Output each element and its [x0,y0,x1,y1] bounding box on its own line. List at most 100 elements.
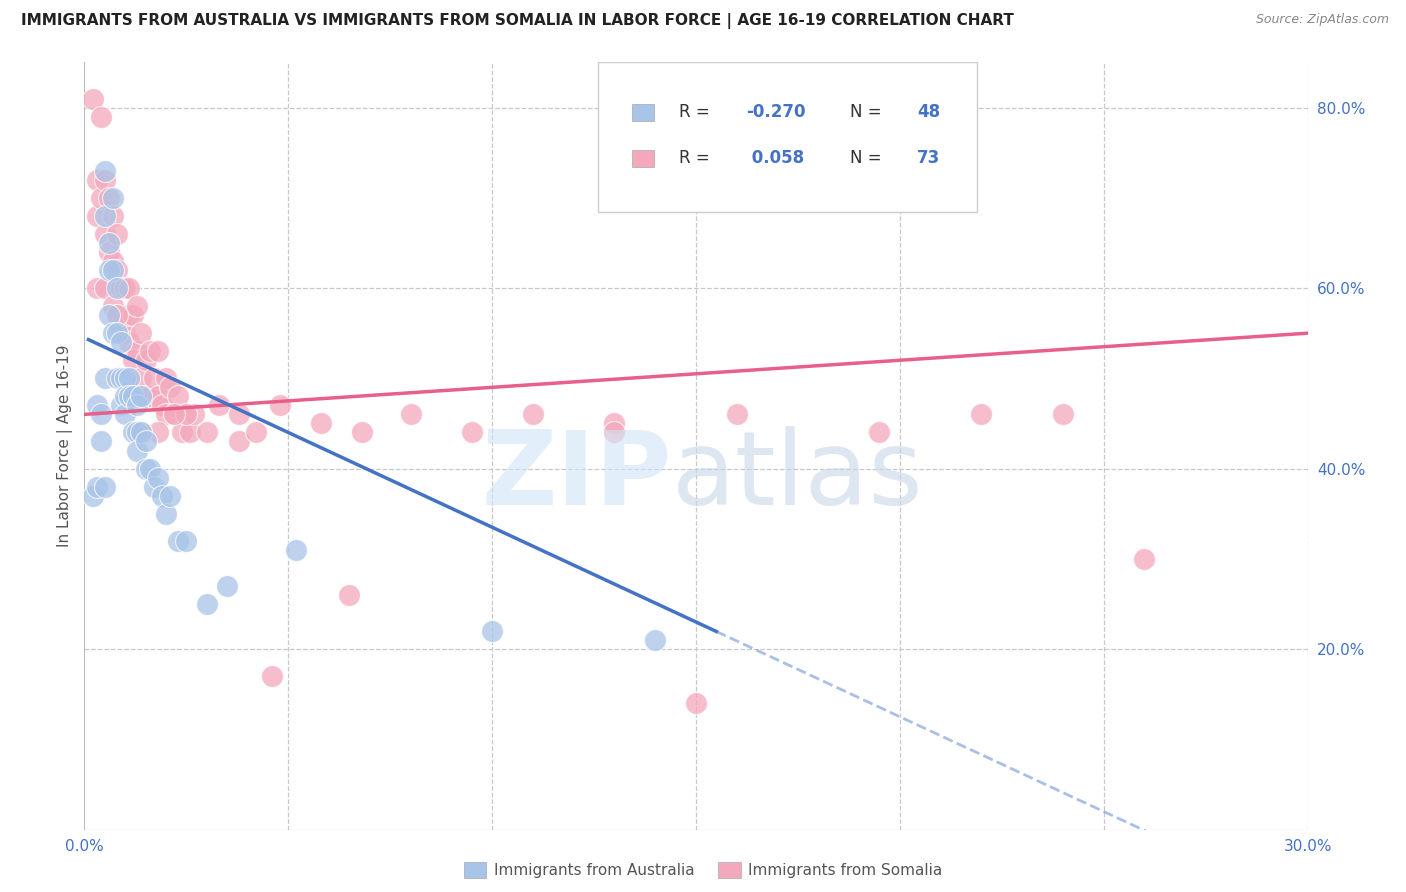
Point [127,344,149,359]
Point [131,371,153,385]
Point [93,281,115,295]
Point [127,398,149,412]
Point [131,425,153,440]
Point [93,371,115,385]
Point [725,408,748,422]
Point [131,326,153,341]
Point [86,209,108,223]
Point [110,335,132,350]
Text: 73: 73 [917,149,941,168]
Point [167,533,190,548]
Point [339,588,361,602]
Point [118,335,141,350]
Point [82,489,104,503]
Point [146,425,169,440]
Point [86,398,108,412]
Point [217,579,239,593]
Point [122,425,145,440]
Point [135,434,157,449]
Point [118,281,141,295]
Point [90,434,112,449]
Point [138,389,160,403]
Point [90,110,112,124]
Point [183,408,205,422]
Point [122,308,145,322]
Point [114,326,136,341]
Text: N =: N = [851,149,887,168]
Text: R =: R = [679,103,714,121]
Point [174,408,197,422]
Point [142,480,165,494]
Point [110,281,132,295]
Point [245,425,267,440]
Point [135,353,157,368]
Point [127,443,149,458]
Point [105,263,128,277]
Point [174,533,197,548]
Point [86,281,108,295]
Point [93,227,115,241]
Point [970,408,993,422]
Text: IMMIGRANTS FROM AUSTRALIA VS IMMIGRANTS FROM SOMALIA IN LABOR FORCE | AGE 16-19 : IMMIGRANTS FROM AUSTRALIA VS IMMIGRANTS … [21,13,1014,29]
Point [644,633,666,648]
Point [135,461,157,475]
Point [146,470,169,484]
Point [122,389,145,403]
Point [603,425,626,440]
Point [285,542,308,557]
Point [82,91,104,105]
Text: Source: ZipAtlas.com: Source: ZipAtlas.com [1256,13,1389,27]
Point [114,371,136,385]
Point [110,317,132,331]
Bar [633,150,654,167]
Point [101,254,124,268]
Text: 48: 48 [917,103,941,121]
Point [150,398,173,412]
Point [142,371,165,385]
Point [228,434,250,449]
Point [522,408,544,422]
Text: atlas: atlas [672,426,924,527]
Point [195,597,218,611]
Point [93,163,115,178]
Point [93,480,115,494]
Text: N =: N = [851,103,887,121]
Point [172,425,194,440]
Point [97,244,120,259]
Point [135,389,157,403]
Point [97,263,120,277]
Point [461,425,484,440]
Point [101,263,124,277]
Point [155,371,177,385]
Point [159,380,181,394]
Point [131,389,153,403]
Point [101,191,124,205]
Point [105,371,128,385]
Point [114,389,136,403]
Point [159,489,181,503]
Point [150,489,173,503]
Point [93,173,115,187]
Point [122,353,145,368]
Bar [633,103,654,120]
Point [90,191,112,205]
Point [105,308,128,322]
Point [208,398,231,412]
Point [118,371,141,385]
Point [105,326,128,341]
Point [127,425,149,440]
Point [146,389,169,403]
Point [105,281,128,295]
Point [118,308,141,322]
Point [179,425,201,440]
Point [1133,551,1156,566]
Point [155,408,177,422]
Point [1052,408,1074,422]
Point [174,408,197,422]
Point [228,408,250,422]
Y-axis label: In Labor Force | Age 16-19: In Labor Force | Age 16-19 [58,344,73,548]
Point [399,408,422,422]
Point [260,669,283,683]
Point [86,173,108,187]
Point [685,696,707,710]
